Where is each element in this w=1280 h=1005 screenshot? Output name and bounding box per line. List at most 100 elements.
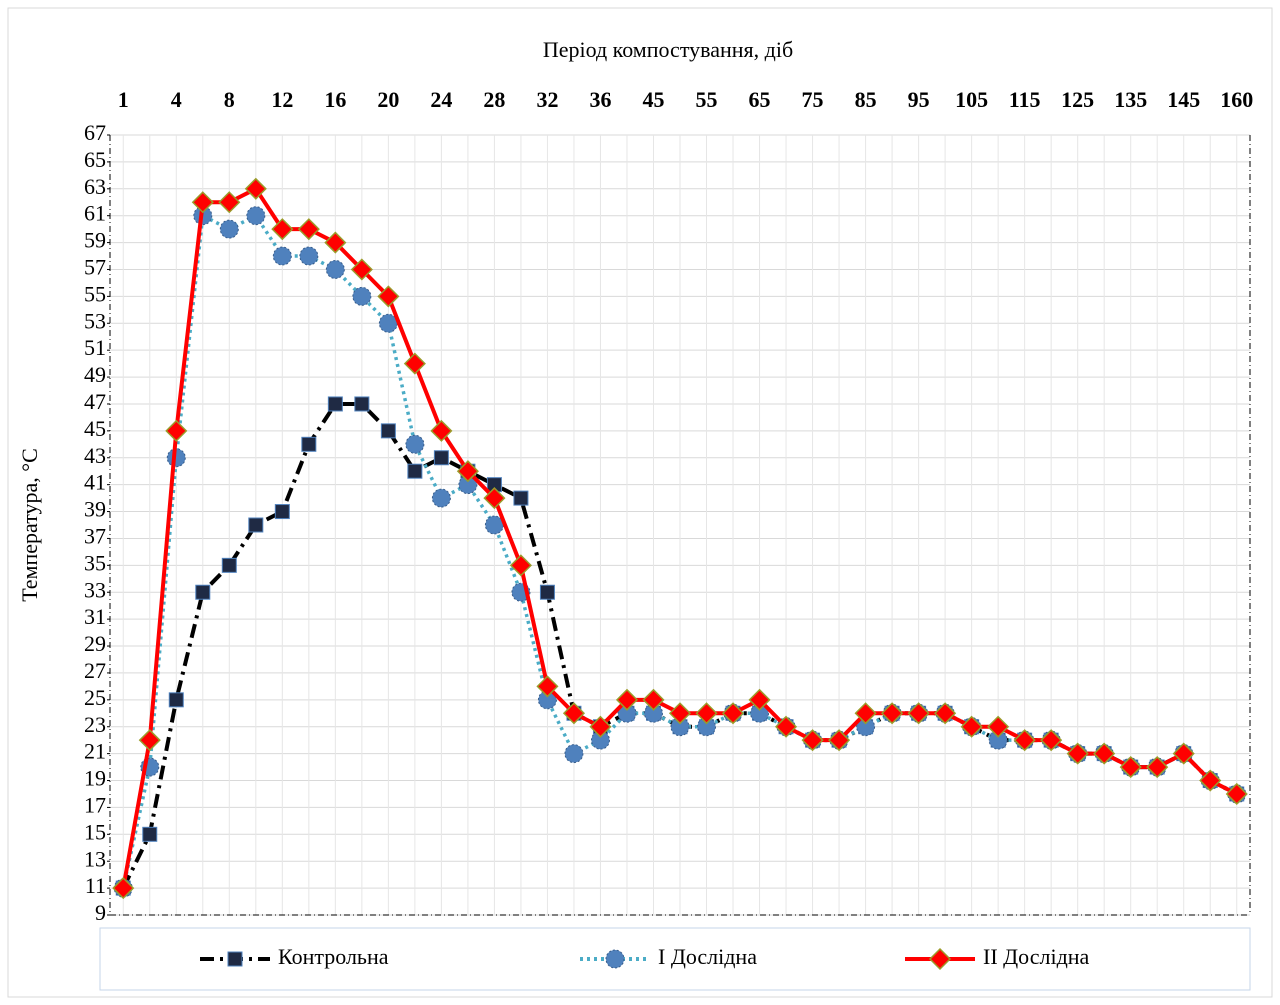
legend-item: І Дослідна [580,944,757,969]
marker [539,584,555,600]
chart-title: Період компостування, діб [543,37,793,62]
marker [750,703,770,723]
marker [244,177,267,200]
x-tick-label: 8 [224,87,235,112]
y-tick-label: 33 [84,577,106,602]
x-tick-label: 16 [324,87,346,112]
marker [272,246,292,266]
y-tick-label: 29 [84,631,106,656]
y-tick-label: 23 [84,712,106,737]
marker [1199,769,1222,792]
marker [537,690,557,710]
y-tick-label: 51 [84,335,106,360]
marker [221,557,237,573]
marker [1146,756,1169,779]
y-tick-label: 27 [84,658,106,683]
marker [509,554,532,577]
x-tick-label: 24 [430,87,452,112]
y-tick-label: 13 [84,846,106,871]
marker [354,396,370,412]
y-tick-label: 21 [84,739,106,764]
marker [564,744,584,764]
legend-label: І Дослідна [658,944,757,969]
x-tick-label: 1 [118,87,129,112]
marker [697,717,717,737]
marker [1066,742,1089,765]
y-axis-label: Температура, °С [17,448,42,602]
x-tick-label: 12 [271,87,293,112]
marker [274,504,290,520]
y-tick-label: 67 [84,120,106,145]
marker [748,688,771,711]
y-tick-label: 61 [84,201,106,226]
marker [617,703,637,723]
marker [191,191,214,214]
marker [928,947,952,971]
y-tick-label: 11 [85,873,106,898]
marker [1013,729,1036,752]
x-tick-label: 125 [1061,87,1094,112]
x-tick-label: 135 [1114,87,1147,112]
marker [1172,742,1195,765]
marker [431,488,451,508]
x-tick-label: 28 [483,87,505,112]
y-tick-label: 43 [84,443,106,468]
y-tick-label: 59 [84,228,106,253]
marker [407,463,423,479]
x-tick-label: 160 [1220,87,1253,112]
marker [138,729,161,752]
marker [1093,742,1116,765]
marker [433,450,449,466]
marker [227,951,243,967]
y-tick-label: 57 [84,255,106,280]
marker [513,490,529,506]
x-tick-label: 36 [589,87,611,112]
y-tick-label: 17 [84,792,106,817]
marker [403,352,426,375]
y-tick-label: 37 [84,523,106,548]
marker [987,715,1010,738]
marker [668,702,692,725]
marker [562,702,586,725]
marker [299,246,319,266]
y-tick-label: 45 [84,416,106,441]
marker [195,584,211,600]
x-tick-label: 105 [955,87,988,112]
marker [271,218,294,241]
marker [456,460,479,483]
marker [536,675,559,698]
legend-label: Контрольна [278,944,389,969]
y-tick-label: 65 [84,147,106,172]
y-tick-label: 9 [95,900,106,925]
legend-box [99,927,1251,991]
marker [165,419,188,442]
marker [643,703,663,723]
marker [246,206,266,226]
chart-border [7,7,1273,998]
x-tick-label: 115 [1009,87,1041,112]
x-tick-label: 75 [802,87,824,112]
marker [218,191,241,214]
marker [458,475,478,495]
marker [615,688,639,711]
marker [1040,729,1063,752]
x-tick-label: 145 [1167,87,1200,112]
x-tick-label: 4 [171,87,182,112]
marker [350,258,373,281]
legend-item: Контрольна [200,944,389,969]
marker [380,423,396,439]
marker [248,517,264,533]
y-tick-label: 39 [84,497,106,522]
y-tick-label: 47 [84,389,106,414]
marker [352,286,372,306]
x-tick-label: 20 [377,87,399,112]
marker [721,702,745,725]
x-tick-label: 32 [536,87,558,112]
x-tick-label: 65 [749,87,771,112]
marker [168,692,184,708]
marker [960,715,983,738]
marker [642,688,665,711]
marker [142,826,158,842]
marker [854,702,877,725]
